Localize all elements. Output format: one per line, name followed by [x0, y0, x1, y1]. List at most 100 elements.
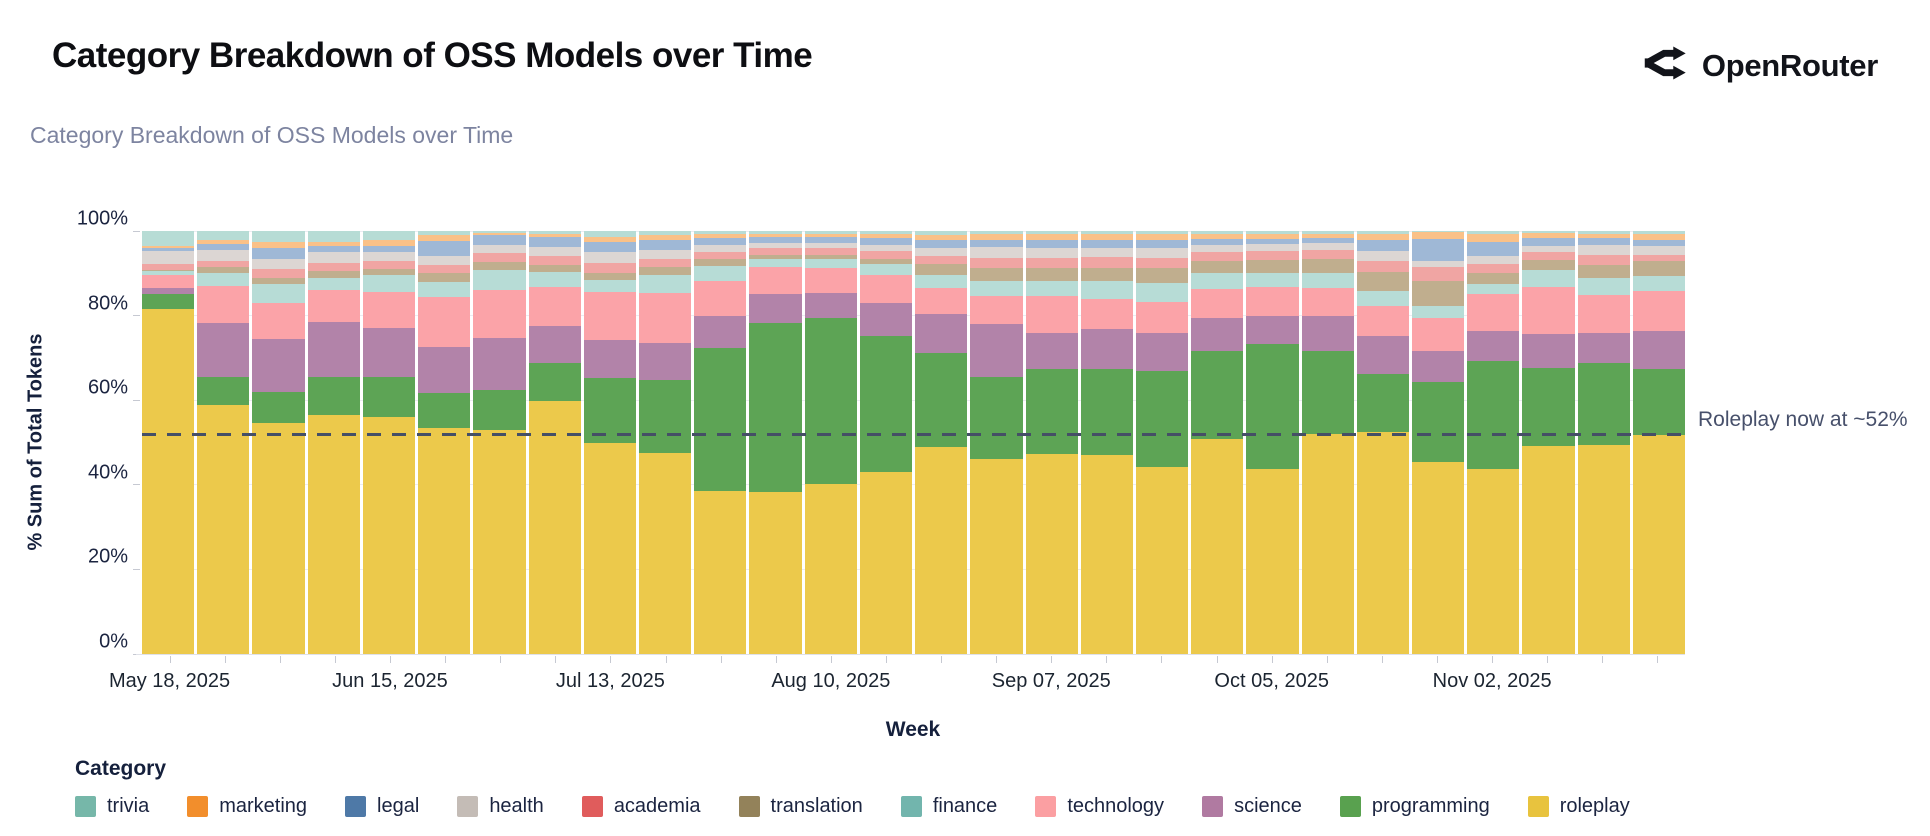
bar-segment-finance[interactable]	[970, 280, 1023, 296]
bar-segment-academia[interactable]	[528, 256, 581, 266]
bar-segment-health[interactable]	[1135, 248, 1189, 258]
bar-segment-marketing[interactable]	[694, 234, 747, 239]
bar-segment-legal[interactable]	[1356, 239, 1410, 251]
bar-segment-legal[interactable]	[528, 237, 581, 248]
bar-segment-marketing[interactable]	[362, 239, 416, 246]
bar-segment-programming[interactable]	[528, 362, 581, 402]
bar-segment-marketing[interactable]	[1080, 234, 1133, 240]
bar-segment-technology[interactable]	[362, 292, 416, 329]
bar-segment-programming[interactable]	[1301, 351, 1354, 435]
bar-segment-programming[interactable]	[1080, 369, 1133, 456]
bar-segment-academia[interactable]	[1025, 257, 1078, 269]
bar-segment-translation[interactable]	[749, 254, 802, 259]
bar-segment-translation[interactable]	[1301, 258, 1354, 274]
bar-segment-technology[interactable]	[804, 268, 857, 293]
bar-segment-programming[interactable]	[915, 353, 968, 448]
bar-segment-marketing[interactable]	[197, 239, 250, 244]
bar-segment-translation[interactable]	[1246, 259, 1299, 273]
bar-segment-legal[interactable]	[1025, 239, 1078, 248]
stacked-bar[interactable]	[1412, 231, 1465, 654]
stacked-bar[interactable]	[418, 231, 471, 654]
bar-segment-marketing[interactable]	[418, 235, 471, 242]
bar-segment-trivia[interactable]	[1412, 231, 1465, 233]
bar-segment-finance[interactable]	[638, 274, 692, 294]
bar-segment-technology[interactable]	[528, 287, 581, 326]
bar-segment-technology[interactable]	[583, 291, 636, 341]
bar-segment-health[interactable]	[418, 256, 471, 265]
bar-segment-trivia[interactable]	[694, 231, 747, 235]
bar-segment-technology[interactable]	[473, 289, 526, 339]
bar-segment-science[interactable]	[749, 293, 802, 323]
bar-segment-science[interactable]	[142, 288, 195, 295]
bar-segment-science[interactable]	[1412, 351, 1465, 382]
bar-segment-roleplay[interactable]	[1025, 453, 1078, 654]
bar-segment-legal[interactable]	[1191, 238, 1244, 245]
bar-segment-finance[interactable]	[362, 275, 416, 293]
bar-segment-translation[interactable]	[418, 272, 471, 282]
stacked-bar[interactable]	[1577, 231, 1630, 654]
bar-segment-finance[interactable]	[915, 275, 968, 288]
bar-segment-trivia[interactable]	[583, 231, 636, 237]
bar-segment-legal[interactable]	[915, 239, 968, 248]
bar-segment-trivia[interactable]	[915, 231, 968, 235]
bar-segment-roleplay[interactable]	[804, 484, 857, 654]
bar-segment-technology[interactable]	[970, 295, 1023, 325]
bar-segment-technology[interactable]	[142, 275, 195, 289]
bar-segment-finance[interactable]	[694, 265, 747, 281]
bar-segment-legal[interactable]	[1632, 239, 1686, 247]
legend-item-health[interactable]: health	[457, 795, 544, 818]
bar-segment-translation[interactable]	[1356, 271, 1410, 291]
bar-segment-roleplay[interactable]	[749, 492, 802, 654]
bar-segment-legal[interactable]	[252, 247, 305, 259]
bar-segment-academia[interactable]	[1191, 252, 1244, 261]
bar-segment-legal[interactable]	[1301, 237, 1354, 243]
bar-segment-technology[interactable]	[1412, 317, 1465, 352]
bar-segment-technology[interactable]	[1301, 287, 1354, 316]
bar-segment-technology[interactable]	[1025, 295, 1078, 333]
bar-segment-finance[interactable]	[1025, 280, 1078, 296]
bar-segment-translation[interactable]	[473, 261, 526, 270]
bar-segment-programming[interactable]	[1632, 369, 1686, 435]
legend-item-science[interactable]: science	[1202, 795, 1302, 818]
bar-segment-marketing[interactable]	[1246, 234, 1299, 239]
bar-segment-programming[interactable]	[1467, 361, 1520, 470]
bar-segment-roleplay[interactable]	[1191, 439, 1244, 654]
bar-segment-finance[interactable]	[1301, 273, 1354, 288]
stacked-bar[interactable]	[859, 231, 913, 654]
bar-segment-trivia[interactable]	[970, 231, 1023, 235]
bar-segment-finance[interactable]	[1246, 272, 1299, 288]
bar-segment-technology[interactable]	[1246, 287, 1299, 316]
bar-segment-science[interactable]	[1246, 315, 1299, 344]
bar-segment-marketing[interactable]	[804, 233, 857, 238]
bar-segment-legal[interactable]	[142, 247, 195, 251]
bar-segment-legal[interactable]	[583, 241, 636, 253]
bar-segment-trivia[interactable]	[1135, 231, 1189, 235]
bar-segment-legal[interactable]	[307, 245, 360, 253]
bar-segment-roleplay[interactable]	[1246, 469, 1299, 654]
stacked-bar[interactable]	[1467, 231, 1520, 654]
bar-segment-health[interactable]	[970, 247, 1023, 258]
bar-segment-programming[interactable]	[197, 376, 250, 405]
bar-segment-finance[interactable]	[749, 258, 802, 268]
bar-segment-trivia[interactable]	[1577, 231, 1630, 235]
bar-segment-finance[interactable]	[252, 283, 305, 303]
bar-segment-translation[interactable]	[638, 266, 692, 275]
bar-segment-marketing[interactable]	[1301, 233, 1354, 238]
bar-segment-health[interactable]	[583, 252, 636, 263]
bar-segment-academia[interactable]	[1246, 251, 1299, 260]
bar-segment-roleplay[interactable]	[583, 442, 636, 654]
bar-segment-technology[interactable]	[915, 287, 968, 314]
bar-segment-marketing[interactable]	[970, 234, 1023, 240]
bar-segment-legal[interactable]	[1522, 238, 1575, 246]
bar-segment-academia[interactable]	[1356, 261, 1410, 272]
bar-segment-trivia[interactable]	[1356, 231, 1410, 235]
bar-segment-translation[interactable]	[307, 271, 360, 278]
bar-segment-health[interactable]	[638, 250, 692, 259]
stacked-bar[interactable]	[970, 231, 1023, 654]
stacked-bar[interactable]	[583, 231, 636, 654]
bar-segment-academia[interactable]	[749, 248, 802, 255]
bar-segment-programming[interactable]	[1412, 381, 1465, 463]
bar-segment-marketing[interactable]	[1467, 234, 1520, 242]
bar-segment-marketing[interactable]	[142, 245, 195, 248]
bar-segment-trivia[interactable]	[142, 231, 195, 246]
